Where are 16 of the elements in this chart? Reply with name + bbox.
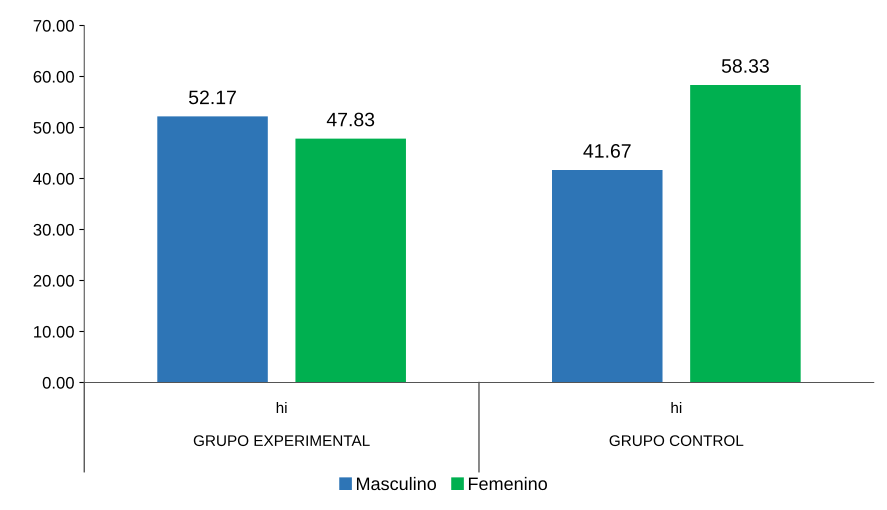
category-label: hi GRUPO CONTROL	[610, 402, 744, 446]
y-tick-label: 60.00	[34, 70, 74, 83]
y-tick-label: 40.00	[33, 172, 74, 185]
data-label: 58.33	[722, 59, 769, 73]
y-tick-label: 70.00	[34, 20, 74, 32]
category-label: hi GRUPO EXPERIMENTAL	[194, 402, 370, 446]
legend-label: Masculino	[356, 476, 436, 490]
y-tick-label: 10.00	[34, 326, 74, 338]
y-tick-label: 50.00	[34, 122, 74, 134]
data-label: 41.67	[583, 144, 631, 158]
data-label: 52.17	[189, 90, 236, 104]
y-tick-label: 20.00	[34, 274, 74, 287]
y-tick-label: 0.00	[42, 376, 74, 389]
data-label: 47.83	[326, 112, 374, 126]
y-tick-label: 30.00	[33, 224, 74, 236]
legend-label: Femenino	[468, 476, 548, 490]
